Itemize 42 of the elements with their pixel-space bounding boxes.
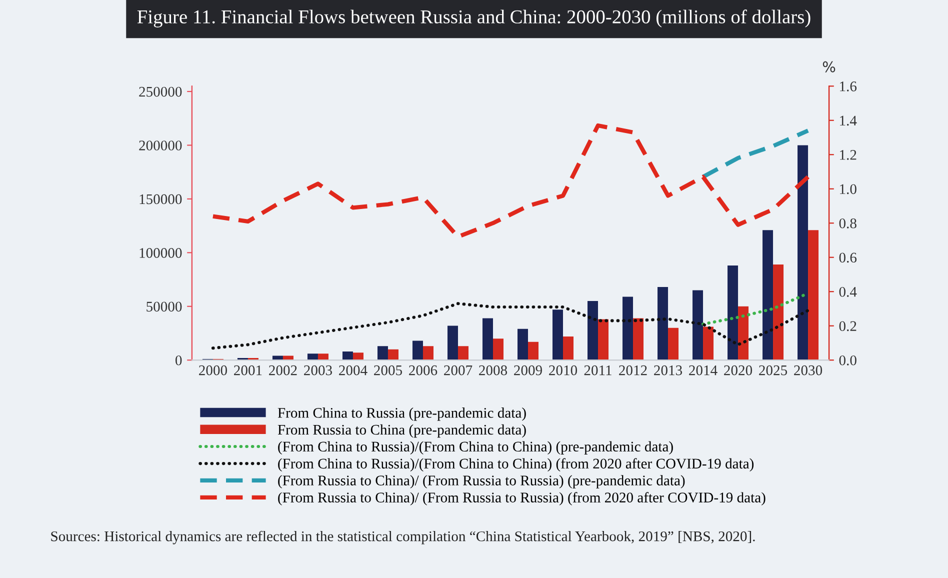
y-tick-label: 150000 — [140, 194, 182, 204]
y2-tick-label: 1.0 — [840, 184, 856, 194]
legend-label: From Russia to China (pre-pandemic data) — [278, 424, 526, 438]
x-tick-label: 2011 — [584, 365, 612, 376]
x-tick-label: 2010 — [549, 365, 578, 376]
x-tick-label: 2003 — [304, 365, 332, 376]
x-tick-label: 2020 — [724, 365, 752, 376]
x-tick-label: 2000 — [199, 365, 227, 376]
x-tick-label: 2014 — [689, 365, 718, 376]
y2-tick-label: 0.6 — [839, 252, 857, 263]
y-tick-label: 100000 — [140, 248, 182, 258]
y2-tick-label: 1.6 — [840, 82, 857, 92]
x-tick-label: 2012 — [619, 365, 647, 376]
x-tick-label: 2007 — [444, 365, 472, 376]
legend-label: (From Russia to China)/ (From Russia to Russia) (from 2020 after COVID-19 data) — [278, 492, 766, 506]
legend-label: (From Russia to China)/ (From Russia to Russia) (pre-pandemic data) — [278, 475, 685, 488]
source-note: Sources: Historical dynamics are reflected in the statistical compilation “China Statistical Yearbook, 2019” [NBS, 2020]. — [51, 530, 755, 544]
x-tick-label: 2002 — [269, 365, 297, 376]
x-tick-label: 2025 — [759, 365, 788, 376]
x-tick-label: 2013 — [654, 365, 682, 376]
legend-label: From China to Russia (pre-pandemic data) — [278, 408, 526, 421]
y2-tick-label: 1.4 — [840, 116, 857, 126]
y-tick-label: 0 — [176, 355, 182, 366]
y-tick-label: 50000 — [146, 302, 182, 312]
y2-tick-label: 0.0 — [839, 355, 856, 366]
y2-tick-label: 0.8 — [839, 218, 856, 228]
y2-tick-label: 0.4 — [839, 286, 857, 297]
y-tick-label: 250000 — [139, 86, 182, 97]
y2-tick-label: 0.2 — [839, 321, 856, 332]
y2-axis-title: % — [822, 61, 836, 72]
legend-label: (From China to Russia)/(From China to China) (from 2020 after COVID-19 data) — [278, 458, 754, 472]
x-tick-label: 2009 — [514, 365, 542, 376]
x-tick-label: 2001 — [234, 365, 262, 376]
y2-tick-label: 1.2 — [840, 150, 856, 160]
y-tick-label: 200000 — [139, 140, 182, 150]
x-tick-label: 2008 — [479, 365, 508, 376]
x-tick-label: 2030 — [794, 365, 822, 376]
chart-title: Figure 11. Financial Flows between Russia and China: 2000-2030 (millions of dollars) — [137, 10, 810, 28]
x-tick-label: 2005 — [374, 365, 402, 376]
x-tick-label: 2004 — [339, 365, 368, 376]
x-tick-label: 2006 — [409, 365, 438, 376]
legend-label: (From China to Russia)/(From China to China) (pre-pandemic data) — [278, 441, 673, 455]
